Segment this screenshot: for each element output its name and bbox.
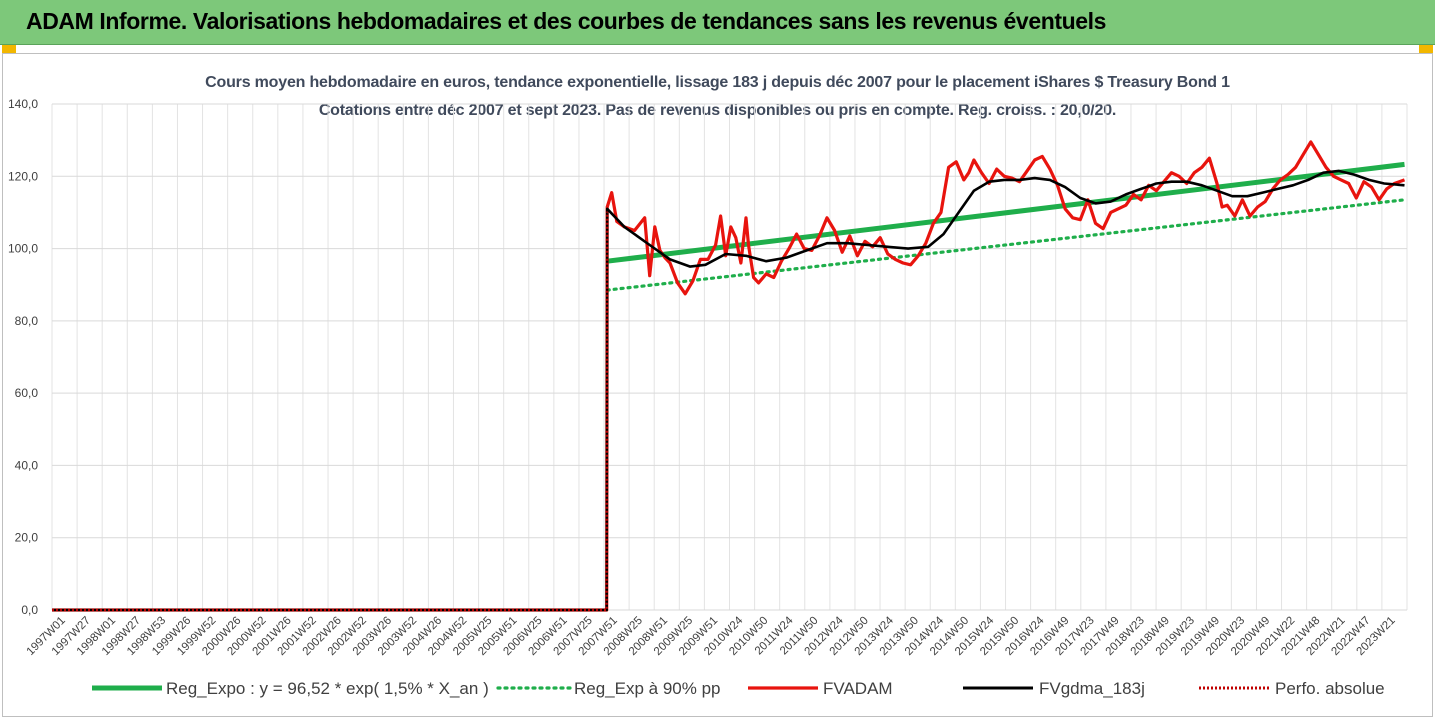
legend-label: FVgdma_183j bbox=[1039, 679, 1145, 698]
report-title: ADAM Informe. Valorisations hebdomadaire… bbox=[26, 8, 1107, 34]
series-line-perfo-absolue bbox=[52, 211, 609, 612]
y-tick-label: 120,0 bbox=[8, 169, 38, 183]
chart-title: Cours moyen hebdomadaire en euros, tenda… bbox=[205, 74, 1230, 91]
chart-frame bbox=[2, 53, 1433, 717]
y-tick-label: 60,0 bbox=[15, 386, 39, 400]
report-banner: ADAM Informe. Valorisations hebdomadaire… bbox=[0, 0, 1435, 45]
corner-marker-left bbox=[2, 45, 16, 53]
y-tick-label: 40,0 bbox=[15, 458, 39, 472]
legend-label: Perfo. absolue bbox=[1275, 679, 1385, 698]
series-line-fvgdma-183j bbox=[52, 169, 1405, 612]
corner-marker-right bbox=[1419, 45, 1433, 53]
series-line-reg-expo-y-96-52-exp-1-5 bbox=[606, 161, 1405, 264]
legend-label: Reg_Expo : y = 96,52 * exp( 1,5% * X_an … bbox=[166, 679, 489, 698]
series-line-reg-exp-90-pp bbox=[605, 198, 1407, 292]
chart-subtitle: Cotations entre déc 2007 et sept 2023. P… bbox=[318, 102, 1117, 119]
y-tick-label: 100,0 bbox=[8, 242, 38, 256]
legend-label: FVADAM bbox=[823, 679, 893, 698]
y-tick-label: 140,0 bbox=[8, 97, 38, 111]
y-tick-label: 20,0 bbox=[15, 531, 39, 545]
legend-label: Reg_Exp à 90% pp bbox=[574, 679, 721, 698]
series-line-fvadam bbox=[52, 140, 1406, 612]
y-tick-label: 0,0 bbox=[21, 603, 38, 617]
y-tick-label: 80,0 bbox=[15, 314, 39, 328]
